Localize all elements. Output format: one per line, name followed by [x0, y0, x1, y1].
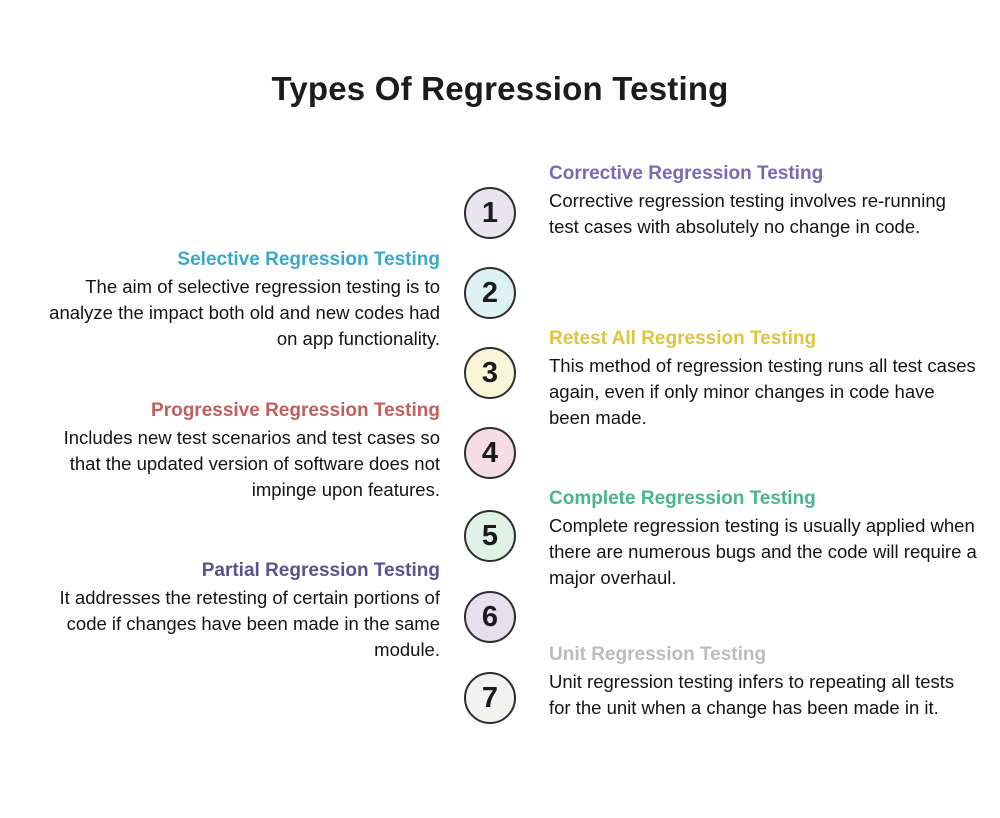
step-circle-6: 6: [464, 591, 516, 643]
entry-heading: Selective Regression Testing: [177, 249, 440, 270]
entry-heading: Retest All Regression Testing: [549, 328, 817, 349]
entry-retest-all-regression-testing: Retest All Regression Testing This metho…: [549, 326, 979, 431]
step-circle-7: 7: [464, 672, 516, 724]
page-title: Types Of Regression Testing: [271, 70, 729, 108]
entry-heading: Unit Regression Testing: [549, 644, 767, 665]
entry-heading: Complete Regression Testing: [549, 488, 816, 509]
entry-progressive-regression-testing: Progressive Regression Testing Includes …: [28, 398, 440, 503]
step-circle-5: 5: [464, 510, 516, 562]
entry-complete-regression-testing: Complete Regression Testing Complete reg…: [549, 486, 979, 591]
step-circle-3: 3: [464, 347, 516, 399]
entry-description: Complete regression testing is usually a…: [549, 515, 977, 588]
entry-selective-regression-testing: Selective Regression Testing The aim of …: [28, 247, 440, 352]
entry-partial-regression-testing: Partial Regression Testing It addresses …: [28, 558, 441, 663]
entry-description: The aim of selective regression testing …: [49, 276, 440, 349]
entry-heading: Partial Regression Testing: [201, 560, 440, 581]
entry-description: Unit regression testing infers to repeat…: [549, 671, 955, 718]
step-circle-4: 4: [464, 427, 516, 479]
entry-unit-regression-testing: Unit Regression Testing Unit regression …: [549, 642, 979, 721]
step-circle-1: 1: [464, 187, 516, 239]
entry-description: It addresses the retesting of certain po…: [59, 587, 441, 660]
step-circle-2: 2: [464, 267, 516, 319]
entry-description: Includes new test scenarios and test cas…: [63, 427, 440, 500]
entry-description: Corrective regression testing involves r…: [549, 190, 946, 237]
entry-heading: Progressive Regression Testing: [151, 400, 440, 421]
entry-description: This method of regression testing runs a…: [549, 355, 976, 428]
entry-corrective-regression-testing: Corrective Regression Testing Corrective…: [549, 161, 979, 240]
entry-heading: Corrective Regression Testing: [549, 163, 824, 184]
